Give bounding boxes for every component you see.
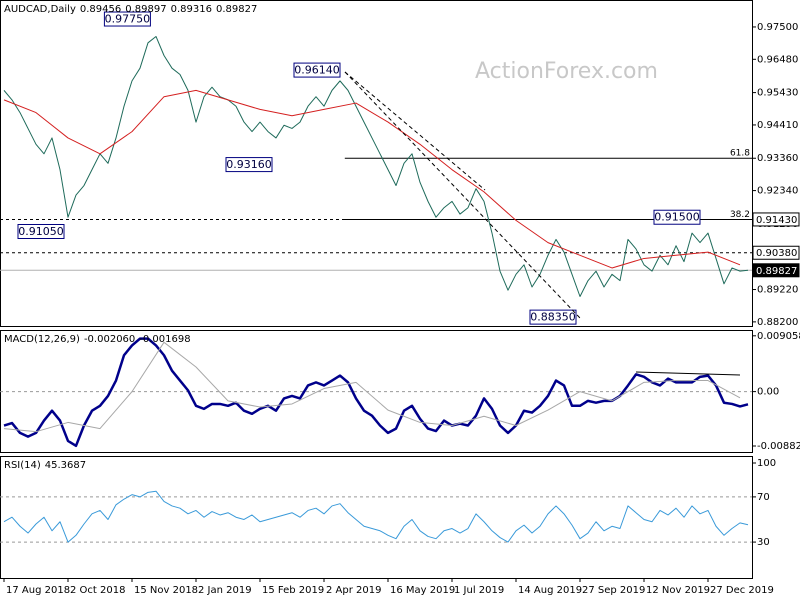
y-tick-label: 100 <box>757 458 776 469</box>
price-box-label: 0.88350 <box>530 311 576 324</box>
x-tick-label: 16 May 2019 <box>390 585 455 596</box>
panel-title-name: MACD(12,26,9) <box>4 334 80 345</box>
level-tag <box>752 263 800 278</box>
panel-title: AUDCAD,Daily 0.89456 0.89897 0.89316 0.89827 <box>4 4 257 15</box>
panel-title: MACD(12,26,9) -0.002060 -0.001698 <box>4 334 191 345</box>
price-box-label: 0.97750 <box>105 13 151 26</box>
panel-title-name: AUDCAD,Daily <box>4 4 76 15</box>
price-box-label: 0.96140 <box>294 64 340 77</box>
price-box-label: 0.91050 <box>18 225 64 238</box>
trend-line <box>344 71 581 319</box>
price-box <box>225 157 273 173</box>
y-tick-label: 0.89220 <box>757 285 798 296</box>
x-tick-label: 2 Apr 2019 <box>326 585 381 596</box>
x-tick-label: 17 Aug 2018 <box>6 585 70 596</box>
y-tick-label: 0.88200 <box>757 317 798 328</box>
y-tick-label: 70 <box>757 492 770 503</box>
series-line <box>3 490 749 543</box>
y-tick-label: 0.009058 <box>757 331 800 342</box>
watermark: ActionForex.com <box>475 59 658 84</box>
trend-line <box>635 371 741 376</box>
readout: 0.89827 <box>216 4 257 15</box>
price-box-label: 0.91500 <box>654 211 700 224</box>
x-tick-label: 1 Jul 2019 <box>454 585 504 596</box>
y-tick-label: 0.00 <box>757 387 779 398</box>
price-box <box>103 11 151 27</box>
x-tick-label: 12 Nov 2019 <box>646 585 710 596</box>
y-tick-label: 0.96480 <box>757 54 798 65</box>
fib-label: 61.8 <box>730 149 750 159</box>
price-box <box>653 209 701 225</box>
level-tag-label: 0.89827 <box>756 266 797 277</box>
level-tag-label: 0.91430 <box>756 215 797 226</box>
panel-frame <box>0 330 753 453</box>
price-box <box>293 62 341 78</box>
level-tag <box>752 212 800 227</box>
x-tick-label: 15 Feb 2019 <box>262 585 324 596</box>
readout: 45.3687 <box>45 460 86 471</box>
x-tick-label: 2 Oct 2018 <box>70 585 125 596</box>
y-tick-label: 0.92340 <box>757 186 798 197</box>
readout: -0.002060 <box>84 334 135 345</box>
readout: 0.89897 <box>125 4 166 15</box>
panel-frame <box>0 0 753 327</box>
x-tick-label: 27 Dec 2019 <box>710 585 774 596</box>
y-tick-label: -0.008826 <box>757 441 800 452</box>
series-line <box>3 89 741 269</box>
y-tick-label: 0.95430 <box>757 88 798 99</box>
panel-title-name: RSI(14) <box>4 460 41 471</box>
price-box <box>17 223 65 239</box>
fib-label: 38.2 <box>730 210 750 220</box>
y-tick-label: 0.94410 <box>757 120 798 131</box>
price-box <box>529 309 577 325</box>
trend-line <box>344 71 486 191</box>
level-tag <box>752 245 800 260</box>
readout: -0.001698 <box>139 334 190 345</box>
panel-title: RSI(14) 45.3687 <box>4 460 86 471</box>
level-tag-label: 0.90380 <box>756 248 797 259</box>
series-line <box>3 337 749 448</box>
series-line <box>3 35 749 298</box>
panel-frame <box>0 456 753 579</box>
x-tick-label: 2 Jan 2019 <box>198 585 252 596</box>
x-tick-label: 14 Aug 2019 <box>518 585 582 596</box>
y-tick-label: 0.97500 <box>757 22 798 33</box>
x-tick-label: 15 Nov 2018 <box>134 585 198 596</box>
readout: 0.89456 <box>80 4 121 15</box>
y-tick-label: 30 <box>757 537 770 548</box>
x-tick-label: 27 Sep 2019 <box>582 585 645 596</box>
price-box-label: 0.93160 <box>226 158 272 171</box>
readout: 0.89316 <box>171 4 212 15</box>
y-tick-label: 0.93360 <box>757 153 798 164</box>
series-line <box>3 341 741 433</box>
